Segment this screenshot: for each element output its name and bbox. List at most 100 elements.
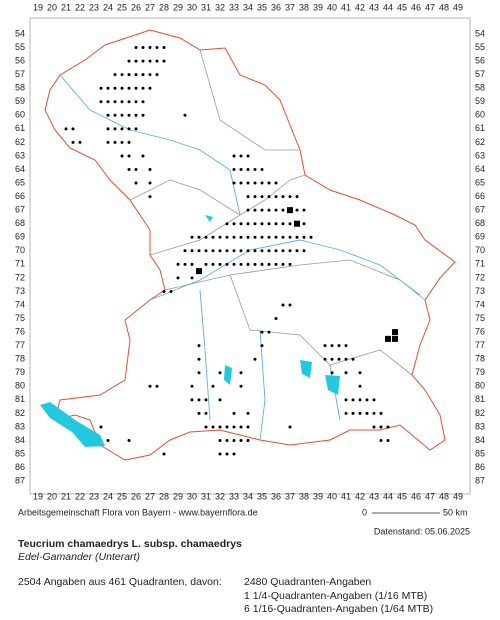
dot bbox=[267, 195, 271, 199]
dot bbox=[239, 384, 243, 388]
dot bbox=[183, 262, 187, 266]
dot bbox=[344, 398, 348, 402]
y-label: 69 bbox=[475, 232, 485, 242]
x-label: 24 bbox=[103, 2, 113, 12]
square bbox=[196, 268, 202, 275]
y-label: 58 bbox=[15, 83, 25, 93]
x-label: 45 bbox=[397, 491, 407, 501]
dot bbox=[162, 289, 166, 293]
dot bbox=[204, 411, 208, 415]
dot bbox=[148, 73, 152, 77]
dot bbox=[239, 168, 243, 171]
y-label: 59 bbox=[475, 96, 485, 106]
dot bbox=[232, 181, 236, 185]
dot bbox=[225, 262, 229, 266]
dot bbox=[386, 439, 390, 442]
y-label: 84 bbox=[15, 435, 25, 445]
dot bbox=[330, 344, 334, 348]
dot bbox=[148, 59, 152, 63]
dot bbox=[106, 86, 110, 90]
dot bbox=[246, 411, 250, 415]
dot bbox=[134, 181, 138, 185]
dot bbox=[365, 398, 369, 402]
x-label: 41 bbox=[341, 491, 351, 501]
dot bbox=[113, 127, 117, 131]
dot bbox=[113, 86, 117, 90]
dot bbox=[288, 249, 292, 253]
x-label: 48 bbox=[439, 2, 449, 12]
y-label: 85 bbox=[475, 448, 485, 458]
y-label: 79 bbox=[475, 367, 485, 377]
dot bbox=[274, 262, 278, 266]
dot bbox=[288, 222, 292, 226]
dot bbox=[281, 303, 285, 307]
summary: 2504 Angaben aus 461 Quadranten, davon: bbox=[18, 576, 222, 588]
dot bbox=[365, 411, 369, 415]
dot bbox=[162, 46, 166, 50]
dot bbox=[232, 235, 236, 239]
x-label: 21 bbox=[61, 491, 71, 501]
x-label: 20 bbox=[47, 491, 57, 501]
dot bbox=[302, 235, 306, 239]
dot bbox=[155, 73, 159, 77]
y-label: 59 bbox=[15, 96, 25, 106]
dot bbox=[246, 262, 250, 266]
dot bbox=[288, 262, 292, 266]
dot bbox=[274, 208, 278, 212]
y-label: 58 bbox=[475, 83, 485, 93]
dot bbox=[127, 154, 131, 158]
dot bbox=[281, 235, 285, 239]
dot bbox=[197, 398, 201, 402]
y-label: 63 bbox=[15, 150, 25, 160]
dot bbox=[344, 344, 348, 348]
dot bbox=[295, 235, 299, 239]
x-label: 37 bbox=[285, 2, 295, 12]
dot bbox=[120, 73, 124, 77]
dot bbox=[211, 235, 215, 239]
dot bbox=[197, 235, 201, 239]
dot bbox=[134, 86, 138, 90]
x-label: 32 bbox=[215, 491, 225, 501]
dot bbox=[64, 127, 68, 131]
dot bbox=[218, 371, 222, 375]
dot bbox=[190, 398, 194, 402]
dot bbox=[211, 425, 215, 429]
dot bbox=[141, 46, 145, 50]
dot bbox=[239, 235, 243, 239]
dot bbox=[239, 154, 243, 158]
x-label: 34 bbox=[243, 2, 253, 12]
dot bbox=[281, 262, 285, 266]
dot bbox=[267, 222, 271, 226]
y-label: 54 bbox=[15, 28, 25, 38]
dot bbox=[204, 398, 208, 402]
dot bbox=[337, 357, 341, 361]
dot bbox=[232, 439, 236, 442]
x-label: 25 bbox=[117, 491, 127, 501]
dot bbox=[379, 425, 383, 429]
dot bbox=[113, 140, 117, 144]
y-label: 73 bbox=[15, 286, 25, 296]
dot bbox=[106, 140, 110, 144]
dot bbox=[120, 113, 124, 117]
dot bbox=[260, 262, 264, 266]
dot bbox=[162, 452, 166, 456]
dot bbox=[379, 411, 383, 415]
scale-end: 50 km bbox=[443, 507, 468, 517]
dot bbox=[232, 249, 236, 253]
y-label: 80 bbox=[475, 381, 485, 391]
dot bbox=[71, 140, 75, 144]
dot bbox=[232, 222, 236, 226]
dot bbox=[197, 371, 201, 375]
x-label: 28 bbox=[159, 491, 169, 501]
y-label: 81 bbox=[15, 394, 25, 404]
dot bbox=[218, 452, 222, 456]
dot bbox=[120, 86, 124, 90]
dot bbox=[358, 384, 362, 388]
region-lines bbox=[129, 49, 426, 376]
x-label: 37 bbox=[285, 491, 295, 501]
dot bbox=[169, 289, 173, 293]
dot bbox=[267, 330, 271, 334]
dot bbox=[253, 357, 257, 361]
dot bbox=[176, 276, 180, 280]
dot bbox=[71, 127, 75, 131]
